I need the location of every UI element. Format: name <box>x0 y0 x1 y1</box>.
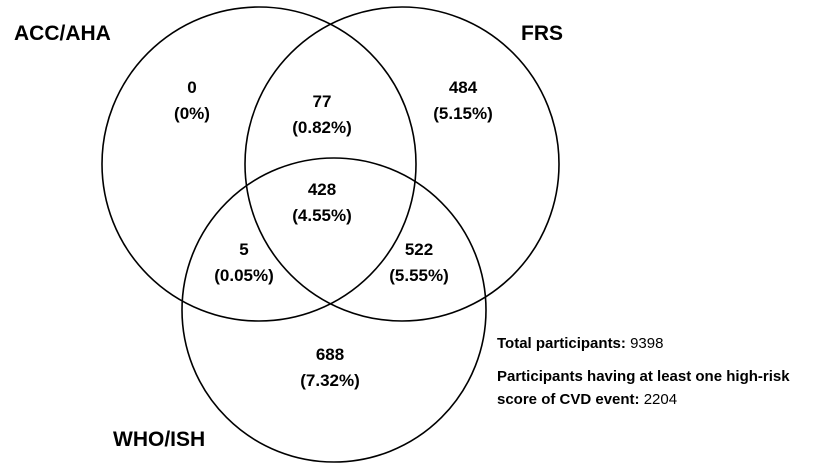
who-only-percent: (7.32%) <box>300 371 360 390</box>
high-risk-label: Participants having at least one high-ri… <box>497 368 790 408</box>
acc-aha-circle <box>101 6 417 322</box>
frs-only-percent: (5.15%) <box>433 104 493 123</box>
frs-only-count: 484 <box>449 78 478 97</box>
frs-circle <box>244 6 560 322</box>
acc-frs-count: 77 <box>313 92 332 111</box>
acc-who-count: 5 <box>239 240 248 259</box>
summary-panel: Total participants: 9398 Participants ha… <box>497 332 819 411</box>
who-ish-label: WHO/ISH <box>113 428 205 451</box>
total-participants-label: Total participants: <box>497 335 626 352</box>
who-ish-circle <box>181 157 487 463</box>
frs-who-count: 522 <box>405 240 433 259</box>
all-three-count: 428 <box>308 180 336 199</box>
acc-only-percent: (0%) <box>174 104 210 123</box>
high-risk-line: Participants having at least one high-ri… <box>497 365 819 411</box>
acc-who-percent: (0.05%) <box>214 266 274 285</box>
frs-label: FRS <box>521 22 563 45</box>
acc-aha-label: ACC/AHA <box>14 22 111 45</box>
total-participants-value: 9398 <box>630 335 664 352</box>
acc-frs-percent: (0.82%) <box>292 118 352 137</box>
total-participants-line: Total participants: 9398 <box>497 332 819 355</box>
who-only-count: 688 <box>316 345 344 364</box>
acc-only-count: 0 <box>187 78 196 97</box>
high-risk-value: 2204 <box>643 391 678 408</box>
all-three-percent: (4.55%) <box>292 206 352 225</box>
frs-who-percent: (5.55%) <box>389 266 449 285</box>
